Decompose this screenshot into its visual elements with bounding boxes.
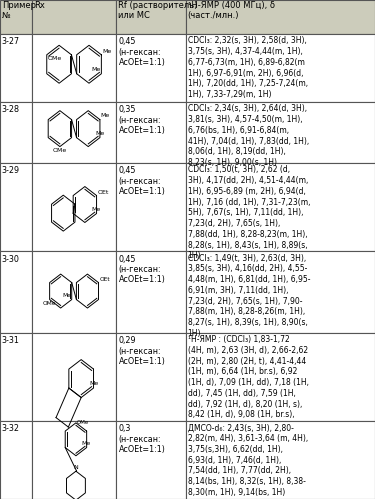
Text: 3-29: 3-29 — [2, 167, 20, 176]
Bar — [186, 102, 375, 163]
Text: Me: Me — [100, 113, 110, 118]
Bar — [116, 251, 186, 333]
Bar — [116, 421, 186, 499]
Bar — [0, 421, 32, 499]
Text: Me: Me — [91, 67, 100, 72]
Bar — [186, 421, 375, 499]
Bar — [0, 0, 32, 34]
Text: OMe: OMe — [76, 420, 89, 425]
Bar — [32, 251, 116, 333]
Bar — [0, 34, 32, 102]
Bar — [32, 0, 116, 34]
Bar — [186, 34, 375, 102]
Bar — [32, 333, 116, 421]
Bar — [186, 0, 375, 34]
Bar — [116, 333, 186, 421]
Text: OEt: OEt — [99, 276, 110, 281]
Text: CDCl₃: 1,50(t, 3H), 2,62 (d,
3H), 4,17(dd, 2H), 4,51-4,44(m,
1H), 6,95-6,89 (m, : CDCl₃: 1,50(t, 3H), 2,62 (d, 3H), 4,17(d… — [188, 166, 310, 260]
Text: OEt: OEt — [97, 190, 109, 195]
Text: ¹Н-ЯМР : (CDCl₃) 1,83-1,72
(4H, m), 2,63 (3H, d), 2,66-2,62
(2H, m), 2,80 (2H, t: ¹Н-ЯМР : (CDCl₃) 1,83-1,72 (4H, m), 2,63… — [188, 335, 309, 420]
Text: ¹Н-ЯМР (400 МГц), δ
(част./млн.): ¹Н-ЯМР (400 МГц), δ (част./млн.) — [188, 1, 274, 20]
Text: Rf (растворитель)
или МС: Rf (растворитель) или МС — [118, 1, 198, 20]
Text: Me: Me — [95, 131, 105, 136]
Text: Me: Me — [102, 49, 111, 54]
Text: CDCl₃: 2,32(s, 3H), 2,58(d, 3H),
3,75(s, 3H), 4,37-4,44(m, 1H),
6,77-6,73(m, 1H): CDCl₃: 2,32(s, 3H), 2,58(d, 3H), 3,75(s,… — [188, 36, 308, 99]
Text: CDCl₃: 2,34(s, 3H), 2,64(d, 3H),
3,81(s, 3H), 4,57-4,50(m, 1H),
6,76(bs, 1H), 6,: CDCl₃: 2,34(s, 3H), 2,64(d, 3H), 3,81(s,… — [188, 104, 309, 167]
Text: 0,3
(н-гексан:
AcOEt=1:1): 0,3 (н-гексан: AcOEt=1:1) — [118, 425, 165, 454]
Bar — [32, 34, 116, 102]
Text: 3-31: 3-31 — [2, 336, 20, 345]
Bar — [0, 102, 32, 163]
Text: Me: Me — [82, 441, 91, 446]
Text: 3-30: 3-30 — [2, 254, 20, 263]
Text: 0,35
(н-гексан:
AcOEt=1:1): 0,35 (н-гексан: AcOEt=1:1) — [118, 105, 165, 135]
Bar — [116, 34, 186, 102]
Text: 3-27: 3-27 — [2, 37, 20, 46]
Text: Me: Me — [92, 207, 101, 212]
Text: OMe: OMe — [47, 56, 62, 61]
Bar — [0, 333, 32, 421]
Bar — [116, 0, 186, 34]
Bar — [186, 163, 375, 251]
Bar — [32, 102, 116, 163]
Bar — [186, 251, 375, 333]
Text: 0,29
(н-гексан:
AcOEt=1:1): 0,29 (н-гексан: AcOEt=1:1) — [118, 336, 165, 366]
Bar — [186, 333, 375, 421]
Text: N: N — [74, 465, 78, 470]
Text: 3-32: 3-32 — [2, 425, 20, 434]
Text: Me: Me — [89, 381, 98, 386]
Bar — [32, 163, 116, 251]
Bar — [0, 163, 32, 251]
Text: 0,45
(н-гексан:
AcOEt=1:1): 0,45 (н-гексан: AcOEt=1:1) — [118, 37, 165, 67]
Bar — [32, 421, 116, 499]
Text: OMe: OMe — [53, 148, 67, 153]
Bar — [116, 163, 186, 251]
Text: Пример
№: Пример № — [2, 1, 36, 20]
Text: 3-28: 3-28 — [2, 105, 20, 114]
Text: 0,45
(н-гексан:
AcOEt=1:1): 0,45 (н-гексан: AcOEt=1:1) — [118, 167, 165, 196]
Text: OMe: OMe — [42, 301, 56, 306]
Bar — [0, 251, 32, 333]
Text: 0,45
(н-гексан:
AcOEt=1:1): 0,45 (н-гексан: AcOEt=1:1) — [118, 254, 165, 284]
Text: Me: Me — [63, 293, 71, 298]
Text: CDCl₃: 1,49(t, 3H), 2,63(d, 3H),
3,85(s, 3H), 4,16(dd, 2H), 4,55-
4,48(m, 1H), 6: CDCl₃: 1,49(t, 3H), 2,63(d, 3H), 3,85(s,… — [188, 253, 310, 338]
Text: Rx: Rx — [34, 1, 45, 10]
Text: ДМСО-d₆: 2,43(s, 3H), 2,80-
2,82(m, 4H), 3,61-3,64 (m, 4H),
3,75(s,3H), 6,62(dd,: ДМСО-d₆: 2,43(s, 3H), 2,80- 2,82(m, 4H),… — [188, 424, 308, 497]
Bar — [116, 102, 186, 163]
